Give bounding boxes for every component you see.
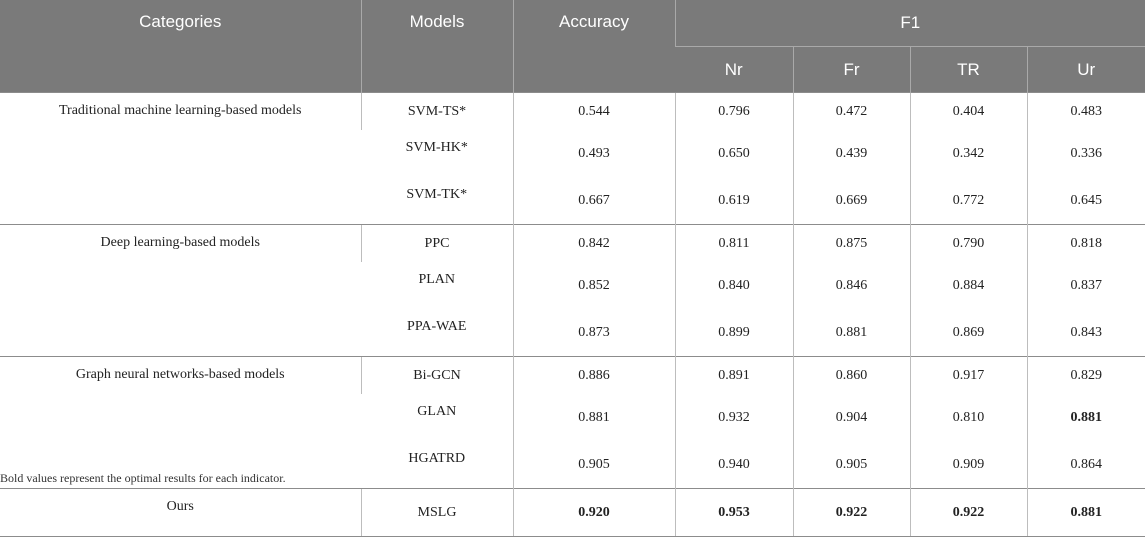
ur-cell: 0.843 (1026, 309, 1145, 357)
accuracy-cell: 0.873 (512, 309, 675, 357)
ur-cell-best: 0.881 (1026, 488, 1145, 537)
nr-cell-best: 0.953 (674, 488, 793, 537)
fr-cell: 0.860 (792, 356, 910, 394)
nr-cell: 0.796 (674, 92, 793, 130)
accuracy-cell: 0.852 (512, 262, 675, 309)
accuracy-cell-best: 0.920 (512, 488, 675, 537)
tr-cell: 0.772 (909, 177, 1027, 225)
fr-cell: 0.875 (792, 224, 910, 262)
model-cell: PPA-WAE (407, 319, 467, 334)
nr-cell: 0.899 (674, 309, 793, 357)
model-cell: MSLG (360, 488, 513, 537)
header-tr: TR (909, 46, 1027, 93)
tr-cell: 0.869 (909, 309, 1027, 357)
fr-cell: 0.472 (792, 92, 910, 130)
ur-cell: 0.818 (1026, 224, 1145, 262)
fr-cell: 0.904 (792, 394, 910, 441)
model-cell: SVM-TK* (406, 187, 468, 202)
tr-cell: 0.790 (909, 224, 1027, 262)
header-f1: F1 (674, 0, 1145, 47)
nr-cell: 0.650 (674, 130, 793, 177)
category-cell: Deep learning-based models (0, 224, 361, 357)
header-models: Models (360, 0, 513, 93)
nr-cell: 0.840 (674, 262, 793, 309)
fr-cell: 0.669 (792, 177, 910, 225)
fr-cell: 0.881 (792, 309, 910, 357)
fr-cell-best: 0.922 (792, 488, 910, 537)
table-row: GLAN 0.881 0.932 0.904 0.810 0.881 (0, 394, 1145, 441)
table-row: SVM-TK* 0.667 0.619 0.669 0.772 0.645 (0, 177, 1145, 225)
ur-cell: 0.864 (1026, 441, 1145, 489)
nr-cell: 0.619 (674, 177, 793, 225)
table-row: PLAN 0.852 0.840 0.846 0.884 0.837 (0, 262, 1145, 309)
ur-cell: 0.829 (1026, 356, 1145, 394)
accuracy-cell: 0.667 (512, 177, 675, 225)
table-body: Traditional machine learning-based model… (0, 92, 1145, 537)
header-nr: Nr (675, 46, 793, 93)
tr-cell: 0.884 (909, 262, 1027, 309)
category-cell: Ours (0, 488, 361, 537)
tr-cell: 0.917 (909, 356, 1027, 394)
accuracy-cell: 0.881 (512, 394, 675, 441)
ur-cell: 0.837 (1026, 262, 1145, 309)
model-cell: GLAN (417, 404, 457, 419)
accuracy-cell: 0.493 (512, 130, 675, 177)
accuracy-cell: 0.886 (512, 356, 675, 394)
table-header: Categories Models Accuracy F1 Nr Fr TR U… (0, 0, 1145, 93)
accuracy-cell: 0.544 (512, 92, 675, 130)
model-cell: PLAN (418, 272, 456, 287)
model-cell: HGATRD (408, 451, 466, 466)
model-cell: SVM-TS* (360, 92, 513, 130)
table-footnote: Bold values represent the optimal result… (0, 471, 286, 485)
nr-cell: 0.891 (674, 356, 793, 394)
ur-cell: 0.645 (1026, 177, 1145, 225)
accuracy-cell: 0.905 (512, 441, 675, 489)
tr-cell: 0.810 (909, 394, 1027, 441)
tr-cell-best: 0.922 (909, 488, 1027, 537)
ur-cell: 0.336 (1026, 130, 1145, 177)
header-categories: Categories (0, 0, 361, 93)
model-cell: SVM-HK* (405, 140, 468, 155)
table-row: Deep learning-based models PPC 0.842 0.8… (0, 224, 1145, 357)
nr-cell: 0.811 (674, 224, 793, 262)
nr-cell: 0.932 (674, 394, 793, 441)
model-cell: Bi-GCN (360, 356, 513, 394)
nr-cell: 0.940 (674, 441, 793, 489)
table-row: Graph neural networks-based models Bi-GC… (0, 356, 1145, 489)
table-row: Traditional machine learning-based model… (0, 92, 1145, 225)
accuracy-cell: 0.842 (512, 224, 675, 262)
table-row: PPA-WAE 0.873 0.899 0.881 0.869 0.843 (0, 309, 1145, 357)
header-fr: Fr (792, 46, 910, 93)
category-cell: Traditional machine learning-based model… (0, 92, 361, 225)
fr-cell: 0.846 (792, 262, 910, 309)
fr-cell: 0.439 (792, 130, 910, 177)
header-ur: Ur (1026, 46, 1145, 93)
ur-cell: 0.483 (1026, 92, 1145, 130)
ur-cell-best: 0.881 (1026, 394, 1145, 441)
tr-cell: 0.342 (909, 130, 1027, 177)
table-row: Ours MSLG 0.920 0.953 0.922 0.922 0.881 (0, 488, 1145, 537)
tr-cell: 0.909 (909, 441, 1027, 489)
table-row: HGATRD 0.905 0.940 0.905 0.909 0.864 (0, 441, 1145, 489)
header-accuracy: Accuracy (512, 0, 675, 93)
model-cell: PPC (360, 224, 513, 262)
category-cell: Graph neural networks-based models (0, 356, 361, 489)
fr-cell: 0.905 (792, 441, 910, 489)
tr-cell: 0.404 (909, 92, 1027, 130)
table-row: SVM-HK* 0.493 0.650 0.439 0.342 0.336 (0, 130, 1145, 177)
